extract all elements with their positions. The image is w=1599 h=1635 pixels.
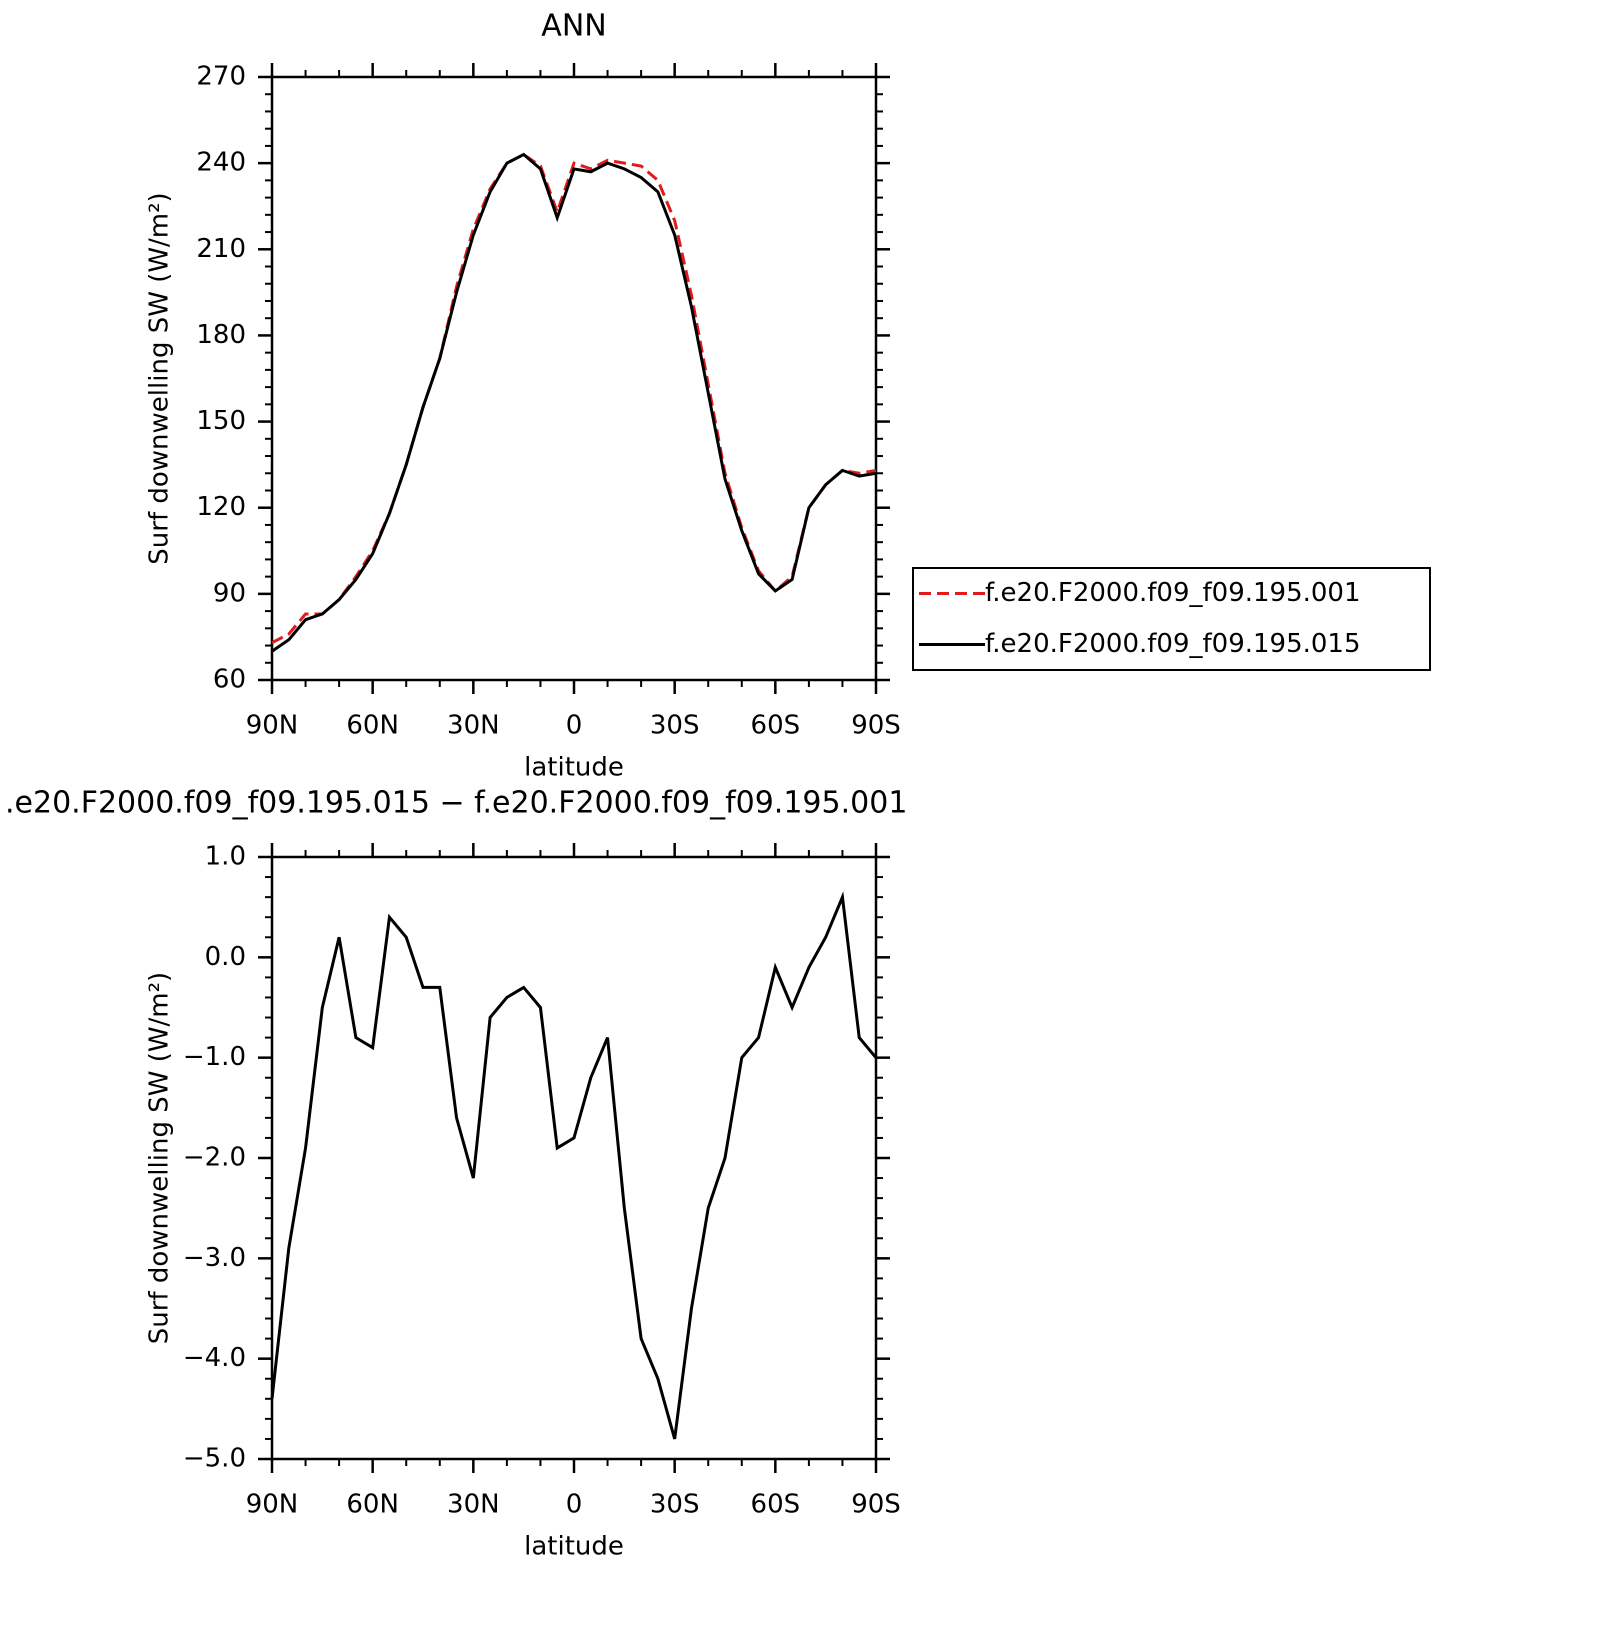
x-tick-label: 0 (566, 711, 583, 741)
x-tick-label: 90N (246, 711, 299, 741)
x-tick-label: 60N (346, 1490, 399, 1520)
x-axis-label: latitude (524, 753, 624, 783)
x-tick-label: 0 (566, 1490, 583, 1520)
x-tick-label: 60S (751, 1490, 801, 1520)
x-tick-label: 90S (851, 1490, 901, 1520)
data-line (270, 891, 878, 1440)
legend-box (912, 567, 1431, 671)
y-axis-label: Surf downwelling SW (W/m²) (145, 192, 175, 564)
y-axis-label: Surf downwelling SW (W/m²) (145, 972, 175, 1344)
y-tick-label: −4.0 (183, 1343, 246, 1373)
y-tick-label: 60 (213, 665, 246, 695)
x-axis-label: latitude (524, 1532, 624, 1562)
legend-label: f.e20.F2000.f09_f09.195.015 (985, 629, 1361, 659)
data-line (271, 152, 877, 653)
x-tick-label: 30N (447, 1490, 500, 1520)
y-tick-label: 90 (213, 578, 246, 608)
chart-title: .e20.F2000.f09_f09.195.015 − f.e20.F2000… (5, 786, 907, 821)
y-tick-label: 150 (196, 406, 246, 436)
x-tick-label: 90N (246, 1490, 299, 1520)
y-tick-label: 180 (196, 320, 246, 350)
x-tick-label: 30S (650, 711, 700, 741)
y-tick-label: −3.0 (183, 1243, 246, 1273)
plot-frame (270, 855, 878, 1461)
y-tick-label: 0.0 (205, 942, 246, 972)
x-tick-label: 60N (346, 711, 399, 741)
y-tick-label: −5.0 (183, 1444, 246, 1474)
x-tick-label: 60S (751, 711, 801, 741)
y-tick-label: 120 (196, 492, 246, 522)
data-line (271, 152, 877, 645)
y-tick-label: 270 (196, 62, 246, 92)
y-tick-label: −2.0 (183, 1143, 246, 1173)
y-tick-label: −1.0 (183, 1042, 246, 1072)
chart-title: ANN (541, 9, 606, 44)
x-tick-label: 30N (447, 711, 500, 741)
y-tick-label: 240 (196, 148, 246, 178)
x-tick-label: 30S (650, 1490, 700, 1520)
legend-label: f.e20.F2000.f09_f09.195.001 (985, 578, 1361, 608)
y-tick-label: 210 (196, 234, 246, 264)
y-tick-label: 1.0 (205, 842, 246, 872)
x-tick-label: 90S (851, 711, 901, 741)
